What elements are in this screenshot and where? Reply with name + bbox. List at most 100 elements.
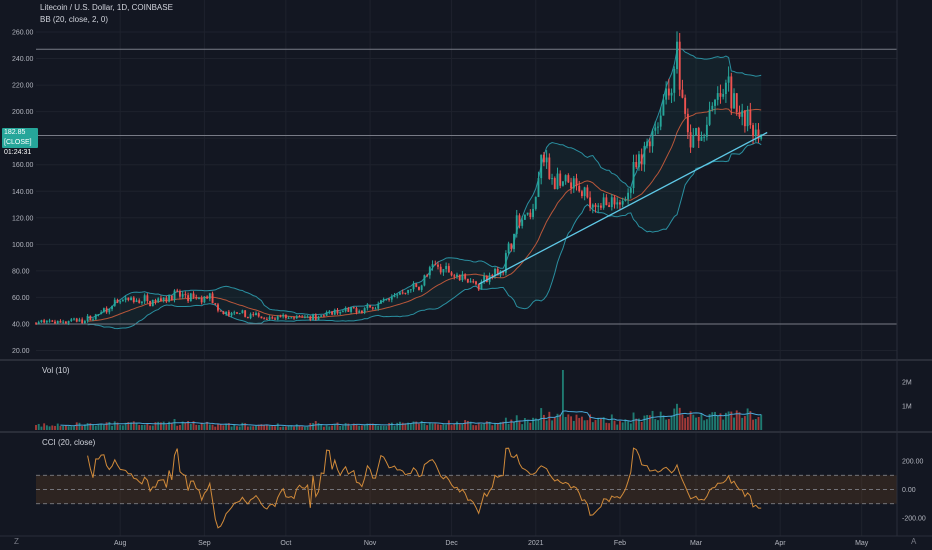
volume-bar bbox=[140, 424, 143, 430]
volume-bar bbox=[168, 421, 171, 430]
volume-bar bbox=[203, 424, 206, 430]
volume-bar bbox=[369, 423, 372, 430]
candle-body bbox=[396, 294, 399, 296]
volume-bar bbox=[149, 425, 152, 430]
volume-bar bbox=[401, 422, 404, 430]
volume-bar bbox=[360, 425, 363, 430]
candle-body bbox=[83, 321, 86, 324]
price-tick-label: 40.00 bbox=[12, 321, 30, 328]
candle-body bbox=[754, 129, 757, 137]
candle-body bbox=[146, 295, 149, 301]
candle-body bbox=[705, 124, 708, 137]
last-price: 182.85 bbox=[4, 129, 26, 136]
volume-bar bbox=[75, 422, 78, 430]
volume-bar bbox=[754, 418, 757, 430]
volume-bar bbox=[295, 424, 298, 430]
volume-bar bbox=[515, 415, 518, 430]
candle-body bbox=[684, 97, 687, 114]
candle-body bbox=[727, 76, 730, 83]
volume-bar bbox=[89, 423, 92, 430]
volume-bar bbox=[371, 423, 374, 430]
time-tick-label: 2021 bbox=[528, 540, 544, 547]
volume-bar bbox=[757, 417, 760, 430]
pane-dividers[interactable] bbox=[0, 0, 932, 537]
cci-pane-label[interactable]: CCI (20, close) bbox=[42, 438, 96, 447]
candle-body bbox=[716, 93, 719, 100]
volume-bar bbox=[472, 425, 475, 430]
candle-body bbox=[274, 318, 276, 320]
candle-body bbox=[697, 128, 700, 141]
candle-body bbox=[515, 215, 518, 234]
candle-body bbox=[51, 320, 54, 322]
volume-bar bbox=[491, 425, 494, 430]
candle-body bbox=[295, 316, 298, 319]
volume-bar bbox=[583, 420, 586, 430]
candle-body bbox=[113, 299, 116, 306]
candle-body bbox=[317, 316, 320, 320]
candle-body bbox=[111, 305, 114, 310]
price-tick-label: 220.00 bbox=[12, 83, 34, 90]
candle-body bbox=[388, 298, 391, 300]
volume-bar bbox=[597, 417, 600, 430]
volume-bar bbox=[214, 426, 217, 430]
volume-bar bbox=[92, 425, 94, 430]
candle-body bbox=[678, 41, 681, 90]
volume-bar bbox=[404, 423, 407, 430]
volume-bar bbox=[724, 412, 727, 430]
candle-body bbox=[621, 200, 624, 205]
zoom-icon[interactable]: Z bbox=[14, 537, 19, 546]
candle-body bbox=[518, 215, 521, 226]
volume-bar bbox=[309, 423, 312, 430]
price-tick-label: 160.00 bbox=[12, 162, 34, 169]
candle-body bbox=[200, 298, 203, 303]
candle-body bbox=[81, 319, 84, 324]
candle-body bbox=[344, 307, 347, 312]
price-tick-label: 80.00 bbox=[12, 268, 30, 275]
candle-body bbox=[168, 295, 171, 302]
candle-body bbox=[192, 293, 195, 298]
volume-bar bbox=[108, 421, 111, 430]
volume-bar bbox=[507, 423, 510, 430]
candle-body bbox=[608, 205, 611, 208]
volume-bar bbox=[100, 423, 103, 430]
volume-bar bbox=[632, 412, 635, 430]
symbol-legend[interactable]: Litecoin / U.S. Dollar, 1D, COINBASE bbox=[40, 3, 173, 12]
volume-bar bbox=[350, 425, 353, 430]
volume-bar bbox=[200, 422, 203, 430]
volume-bar bbox=[314, 421, 317, 430]
volume-bar bbox=[464, 420, 467, 430]
candle-body bbox=[352, 307, 355, 309]
volume-bar bbox=[420, 420, 423, 430]
auto-scale-icon[interactable]: A bbox=[911, 537, 917, 546]
volume-bar bbox=[97, 423, 100, 430]
candle-body bbox=[616, 202, 619, 205]
volume-bar bbox=[301, 426, 304, 430]
candle-body bbox=[43, 320, 46, 323]
candle-body bbox=[599, 205, 602, 208]
volume-bar bbox=[184, 422, 187, 430]
volume-bar bbox=[81, 425, 84, 430]
volume-bar bbox=[681, 414, 684, 430]
candle-body bbox=[100, 312, 103, 314]
price-tick-label: 200.00 bbox=[12, 109, 34, 116]
volume-bar bbox=[162, 421, 165, 430]
candle-body bbox=[735, 93, 738, 113]
volume-pane-label[interactable]: Vol (10) bbox=[42, 366, 70, 375]
candle-body bbox=[358, 310, 361, 313]
volume-bar bbox=[662, 415, 665, 430]
candle-body bbox=[521, 219, 524, 226]
candle-body bbox=[312, 314, 314, 320]
candle-body bbox=[374, 308, 377, 310]
candle-body bbox=[494, 268, 496, 276]
volume-bar bbox=[241, 422, 244, 430]
volume-bar bbox=[447, 420, 450, 430]
bb-legend[interactable]: BB (20, close, 2, 0) bbox=[40, 15, 109, 24]
trendline[interactable] bbox=[478, 131, 768, 285]
volume-bar bbox=[336, 422, 339, 430]
candle-body bbox=[331, 311, 334, 315]
volume-bar bbox=[35, 424, 37, 430]
bb-lower bbox=[87, 142, 762, 330]
candle-body bbox=[157, 298, 160, 302]
volume-bar bbox=[504, 417, 507, 430]
